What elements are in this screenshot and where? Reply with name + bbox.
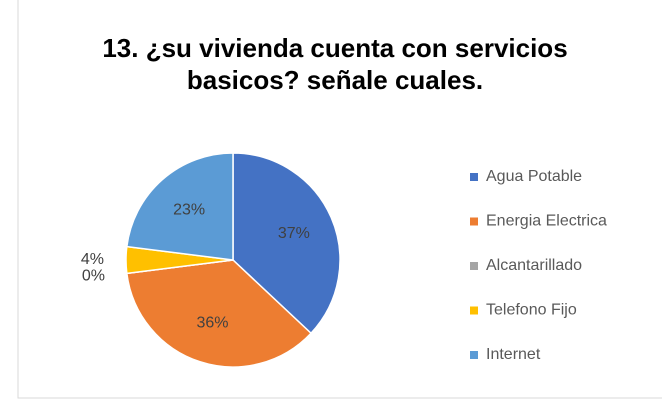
legend-swatch [470, 351, 478, 359]
data-label: 4% [81, 251, 104, 268]
pie-slice [232, 152, 341, 335]
legend-label: Agua Potable [486, 168, 582, 185]
data-label: 0% [82, 267, 105, 284]
data-label: 36% [196, 314, 228, 331]
legend-label: Energia Electrica [486, 213, 607, 230]
legend-swatch [470, 306, 478, 315]
legend-label: Alcantarillado [486, 257, 582, 274]
legend-label: Internet [486, 346, 541, 363]
legend-label: Telefono Fijo [486, 302, 577, 319]
data-label: 37% [278, 225, 310, 242]
chart-title: 13. ¿su vivienda cuenta con servicios ba… [102, 33, 568, 95]
legend-swatch [470, 217, 478, 226]
pie-slice [126, 259, 313, 368]
chart-border [17, 0, 662, 399]
pie-slice [126, 152, 234, 261]
data-label: 23% [173, 201, 205, 218]
legend-swatch [470, 262, 478, 270]
legend-swatch [470, 173, 478, 181]
